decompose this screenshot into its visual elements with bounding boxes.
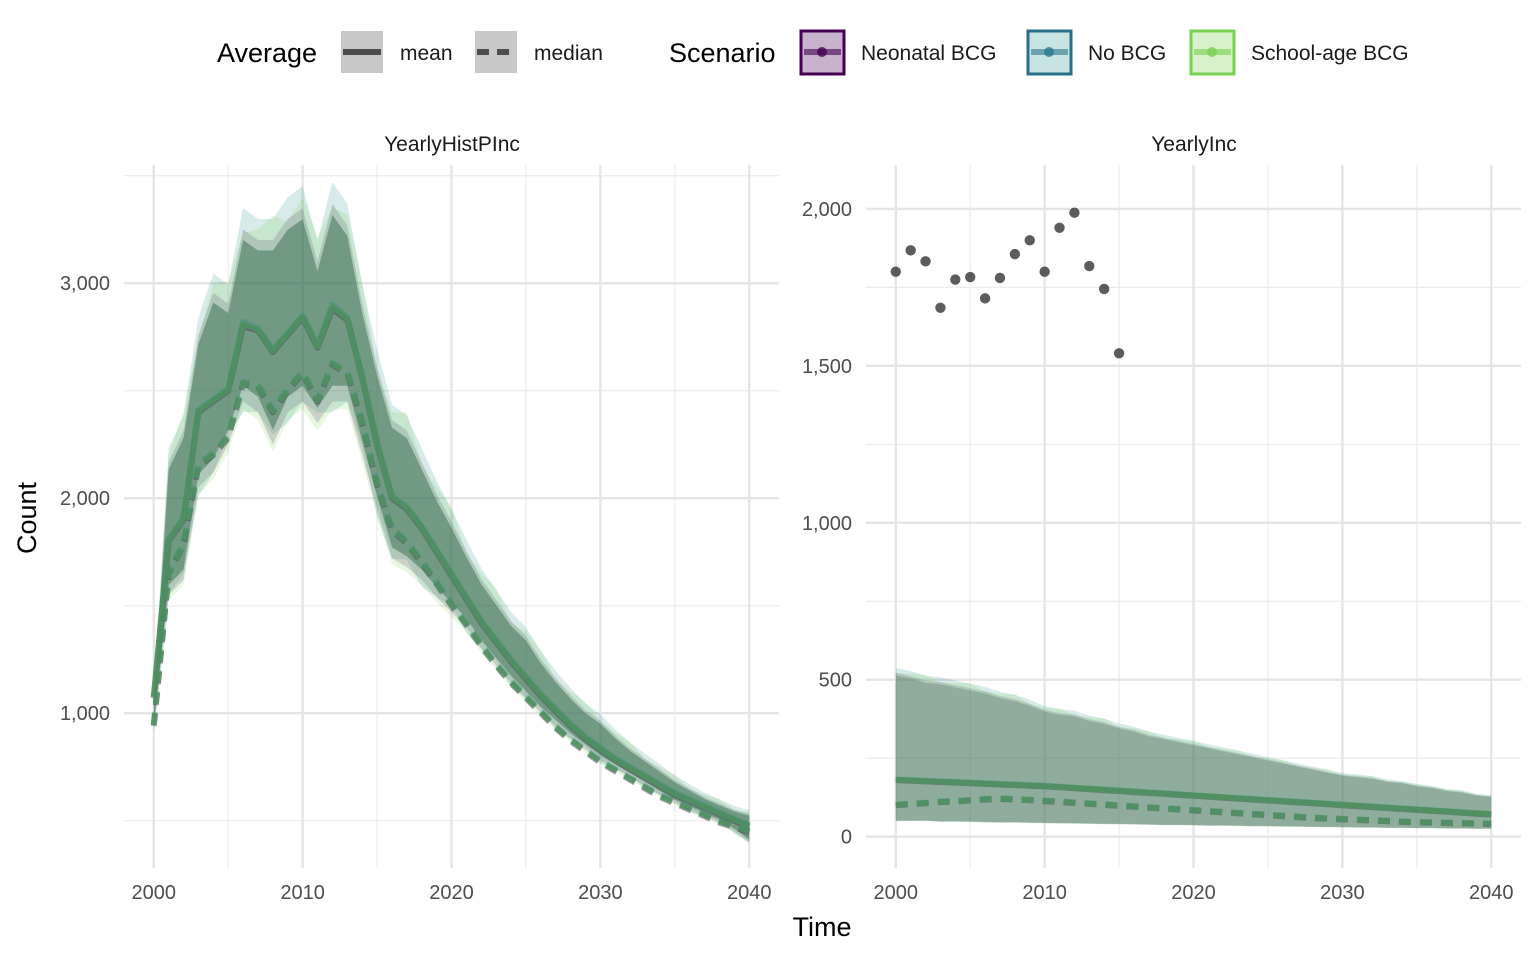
y-tick-label: 500 [819, 670, 852, 692]
observed-point [1024, 235, 1035, 246]
observed-point [1009, 248, 1021, 260]
x-tick-label: 2030 [1320, 882, 1365, 904]
x-tick-label: 2040 [727, 882, 772, 904]
legend-title-average: Average [217, 38, 317, 68]
y-tick-label: 2,000 [802, 199, 852, 221]
y-tick-label: 1,000 [802, 513, 852, 535]
legend: Average mean median Scenario Neonatal BC… [217, 29, 1409, 76]
observed-point [890, 266, 901, 277]
x-tick-label: 2010 [1022, 882, 1067, 904]
y-tick-label: 1,000 [60, 703, 110, 725]
legend-label-median: median [534, 42, 603, 65]
x-tick-label: 2000 [132, 882, 177, 904]
y-tick-label: 2,000 [60, 488, 110, 510]
x-tick-label: 2000 [874, 882, 919, 904]
median-line-overlay [150, 360, 751, 835]
observed-point [1054, 222, 1065, 233]
x-tick-label: 2020 [429, 882, 474, 904]
y-tick-label: 3,000 [60, 273, 110, 295]
observed-point [965, 271, 976, 283]
mean-line-overlay [150, 303, 751, 829]
x-tick-label: 2010 [280, 882, 325, 904]
panel-yearly-hist-pinc: 2000 2010 2020 2030 2040 1,000 2,000 3,000 [60, 165, 779, 904]
ribbon-overlap [153, 215, 750, 840]
panel-yearly-inc: 2000 2010 2020 2030 2040 0 500 1,000 1,500 2,000 [802, 165, 1521, 904]
observed-point [935, 302, 946, 313]
x-tick-label: 2030 [578, 882, 623, 904]
legend-label-neonatal-bcg: Neonatal BCG [861, 42, 996, 65]
y-axis-title: Count [12, 481, 42, 554]
legend-key-mean [341, 31, 383, 73]
x-axis-title: Time [793, 912, 852, 942]
y-tick-label: 1,500 [802, 356, 852, 378]
observed-point [1098, 283, 1110, 295]
legend-label-school-age-bcg: School-age BCG [1251, 42, 1409, 65]
observed-point [994, 272, 1006, 284]
legend-key-neonatal-bcg [799, 29, 846, 76]
observed-point [920, 256, 931, 267]
legend-title-scenario: Scenario [669, 38, 776, 68]
legend-key-no-bcg [1026, 29, 1073, 76]
observed-point [1039, 266, 1050, 277]
legend-label-no-bcg: No BCG [1088, 42, 1166, 65]
legend-key-school-age-bcg [1189, 29, 1236, 76]
x-tick-label: 2020 [1171, 882, 1216, 904]
observed-point [950, 274, 961, 285]
ribbon-neonatal-bcg [895, 672, 1492, 829]
observed-point [905, 245, 916, 256]
x-tick-label: 2040 [1469, 882, 1514, 904]
y-tick-label: 0 [841, 827, 852, 849]
median-line-overlay [895, 795, 1492, 827]
ribbon-school-age-bcg [895, 673, 1492, 829]
legend-key-median [475, 31, 517, 73]
observed-point [1069, 207, 1080, 218]
mean-line-overlay [895, 776, 1492, 818]
facet-title-right: YearlyInc [1151, 133, 1237, 156]
observed-point [1113, 348, 1125, 359]
observed-point [979, 293, 991, 304]
legend-label-mean: mean [400, 42, 453, 65]
observed-point [1084, 260, 1095, 272]
facet-title-left: YearlyHistPInc [384, 133, 520, 156]
ribbon-overlap [895, 675, 1492, 829]
